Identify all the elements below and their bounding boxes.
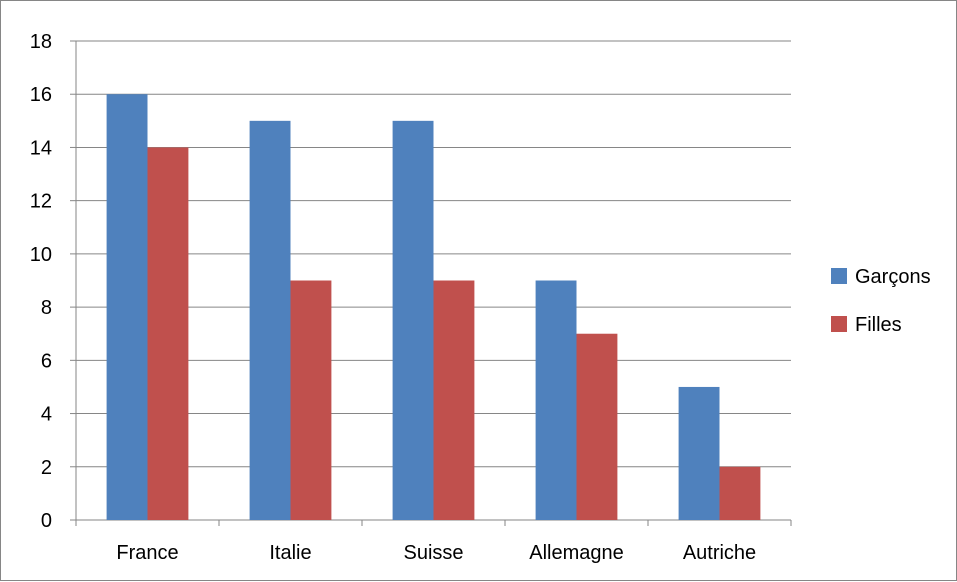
y-tick-label: 10 [30, 244, 52, 266]
bar-gar-ons-france [106, 94, 148, 520]
y-tick-label: 8 [41, 297, 52, 319]
x-tick-label: France [116, 542, 178, 564]
legend-label: Filles [855, 314, 902, 336]
y-tick-label: 14 [30, 137, 52, 159]
legend: Garçons Filles [831, 266, 931, 336]
bar-filles-allemagne [576, 333, 618, 520]
bar-filles-autriche [719, 466, 761, 520]
x-axis-tick-labels: France Italie Suisse Allemagne Autriche [116, 542, 756, 564]
y-tick-label: 0 [41, 510, 52, 532]
x-tick-label: Suisse [403, 542, 463, 564]
y-tick-label: 2 [41, 457, 52, 479]
y-tick-label: 16 [30, 84, 52, 106]
bar-gar-ons-allemagne [535, 280, 577, 520]
bar-gar-ons-italie [249, 120, 291, 520]
bar-gar-ons-autriche [678, 386, 720, 520]
y-tick-label: 4 [41, 404, 52, 426]
y-axis-tick-labels: 0 2 4 6 8 10 12 14 16 18 [30, 31, 52, 532]
y-tick-label: 18 [30, 31, 52, 53]
x-tick-label: Allemagne [529, 542, 624, 564]
bar-gar-ons-suisse [392, 120, 434, 520]
bars [106, 94, 761, 520]
bar-filles-suisse [433, 280, 475, 520]
y-tick-label: 12 [30, 191, 52, 213]
x-tick-label: Autriche [683, 542, 756, 564]
legend-swatch [831, 316, 847, 332]
y-tick-label: 6 [41, 350, 52, 372]
x-tick-label: Italie [269, 542, 311, 564]
bar-filles-italie [290, 280, 332, 520]
legend-swatch [831, 268, 847, 284]
bar-filles-france [147, 147, 189, 520]
legend-label: Garçons [855, 266, 931, 288]
